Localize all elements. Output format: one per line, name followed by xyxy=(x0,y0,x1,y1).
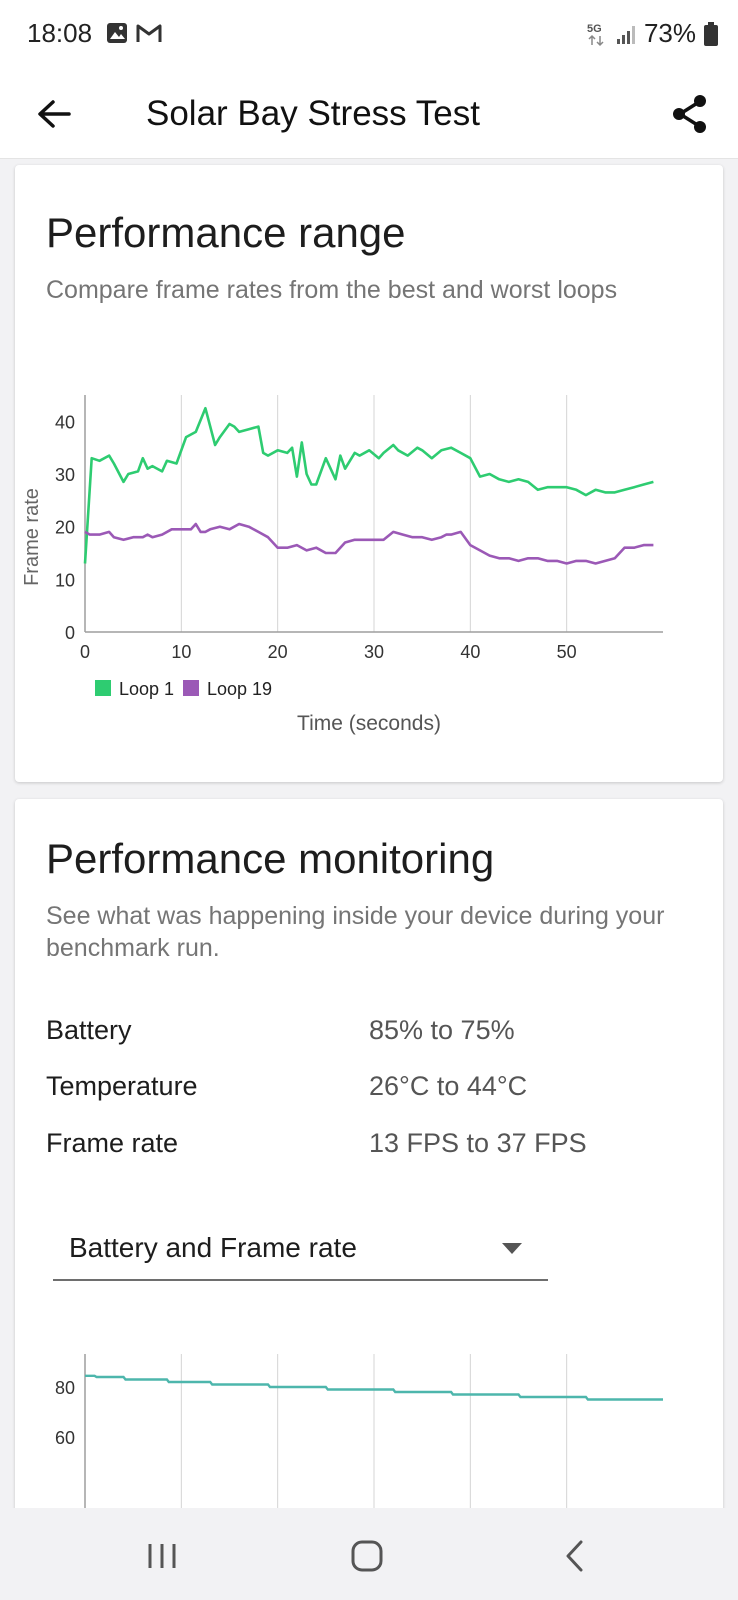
x-tick-label: 0 xyxy=(80,642,90,662)
battery-frame-rate-chart: 60 80 xyxy=(55,1354,663,1519)
x-tick-label: 20 xyxy=(268,642,288,662)
svg-text:5G: 5G xyxy=(587,23,602,35)
status-time: 18:08 xyxy=(27,18,93,48)
back-arrow-icon xyxy=(38,100,71,128)
legend-swatch-loop-1 xyxy=(95,680,111,696)
network-5g-icon: 5G xyxy=(587,23,604,46)
metric-label-frame-rate: Frame rate xyxy=(46,1128,179,1158)
x-tick-label: 10 xyxy=(171,642,191,662)
gallery-icon xyxy=(107,23,127,43)
metric-label-battery: Battery xyxy=(46,1015,132,1045)
legend-label-loop-19: Loop 19 xyxy=(207,679,272,699)
x-tick-label: 30 xyxy=(364,642,384,662)
signal-icon xyxy=(616,25,635,44)
system-nav-bar xyxy=(0,1508,738,1600)
app-bar: Solar Bay Stress Test xyxy=(0,70,738,159)
y-tick-label: 30 xyxy=(55,465,75,485)
performance-range-title: Performance range xyxy=(46,209,406,256)
series-line-loop-19 xyxy=(84,522,654,565)
recent-apps-icon xyxy=(148,1544,176,1568)
chart-legend: Loop 1 Loop 19 xyxy=(95,679,272,699)
nav-back-button[interactable] xyxy=(545,1534,605,1578)
notification-icons xyxy=(106,22,162,44)
y-tick-label: 10 xyxy=(55,570,75,590)
metric-value-temperature: 26°C to 44°C xyxy=(369,1071,528,1101)
y-tick-label: 20 xyxy=(55,518,75,538)
nav-back-icon xyxy=(566,1540,583,1572)
metric-value-battery: 85% to 75% xyxy=(369,1015,515,1045)
y-tick-label: 60 xyxy=(55,1428,75,1448)
performance-monitoring-card: Performance monitoring See what was happ… xyxy=(15,799,723,1519)
frame-rate-chart: 0 10 20 30 40 0 10 20 30 40 50 Frame rate Time (s… xyxy=(21,395,663,735)
series-line-battery xyxy=(85,1374,663,1401)
y-tick-label: 0 xyxy=(65,623,75,643)
x-tick-label: 40 xyxy=(460,642,480,662)
share-button[interactable] xyxy=(666,90,714,138)
x-tick-label: 50 xyxy=(557,642,577,662)
dropdown-selected: Battery and Frame rate xyxy=(69,1232,357,1263)
status-bar: 18:08 5G 73% xyxy=(0,0,738,70)
x-axis-label: Time (seconds) xyxy=(297,712,441,735)
y-tick-label: 40 xyxy=(55,412,75,432)
metric-label-temperature: Temperature xyxy=(46,1071,198,1101)
page-title: Solar Bay Stress Test xyxy=(146,94,480,133)
caret-down-icon xyxy=(502,1243,522,1254)
performance-monitoring-title: Performance monitoring xyxy=(46,835,495,882)
home-icon xyxy=(351,1540,383,1572)
y-axis-label: Frame rate xyxy=(21,488,43,586)
legend-label-loop-1: Loop 1 xyxy=(119,679,174,699)
performance-range-card: Performance range Compare frame rates fr… xyxy=(15,165,723,782)
chart-metric-dropdown[interactable]: Battery and Frame rate xyxy=(53,1219,548,1281)
recent-apps-button[interactable] xyxy=(132,1534,192,1578)
metric-value-frame-rate: 13 FPS to 37 FPS xyxy=(369,1128,587,1158)
battery-percent: 73% xyxy=(643,18,696,48)
share-icon xyxy=(673,95,706,133)
performance-range-subtitle: Compare frame rates from the best and wo… xyxy=(46,276,618,304)
back-button[interactable] xyxy=(32,92,76,136)
legend-swatch-loop-19 xyxy=(183,680,199,696)
y-tick-label: 80 xyxy=(55,1378,75,1398)
status-right: 5G 73% xyxy=(586,18,718,49)
battery-icon xyxy=(704,21,718,46)
performance-monitoring-subtitle: See what was happening inside your devic… xyxy=(46,902,665,962)
gmail-icon xyxy=(136,24,162,42)
home-button[interactable] xyxy=(337,1534,397,1578)
series-line-loop-1 xyxy=(83,406,654,564)
